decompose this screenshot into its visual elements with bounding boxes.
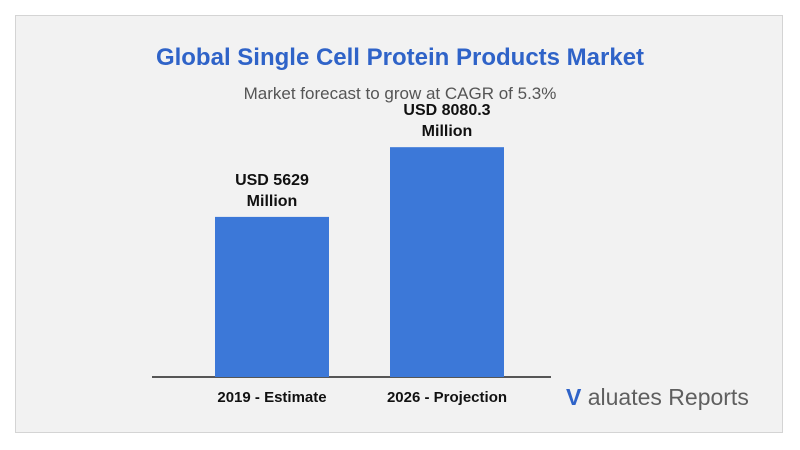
chart-title: Global Single Cell Protein Products Mark… [155,44,645,71]
data-label-1-line-2: Million [247,193,298,210]
data-label-1-line-1: USD 5629 [235,172,309,189]
data-label-2-line-2: Million [422,123,473,140]
chart-card: Global Single Cell Protein Products Mark… [15,15,783,433]
bar-chart: USD 5629 Million 2019 - Estimate USD 8080.3… [152,102,551,406]
category-label-2: 2026 - Projection [387,389,507,406]
bar-2 [390,147,504,377]
brand-logo-text: aluates Reports [581,384,749,410]
data-label-2-line-1: USD 8080.3 [403,102,490,119]
bar-1 [215,216,329,377]
valuates-reports-logo: V aluates Reports [566,384,749,411]
chart-subtitle: Market forecast to grow at CAGR of 5.3% [243,84,557,103]
category-label-1: 2019 - Estimate [217,389,326,406]
bars-group: USD 5629 Million 2019 - Estimate USD 8080.3… [215,102,507,406]
brand-logo-v: V [566,384,582,410]
